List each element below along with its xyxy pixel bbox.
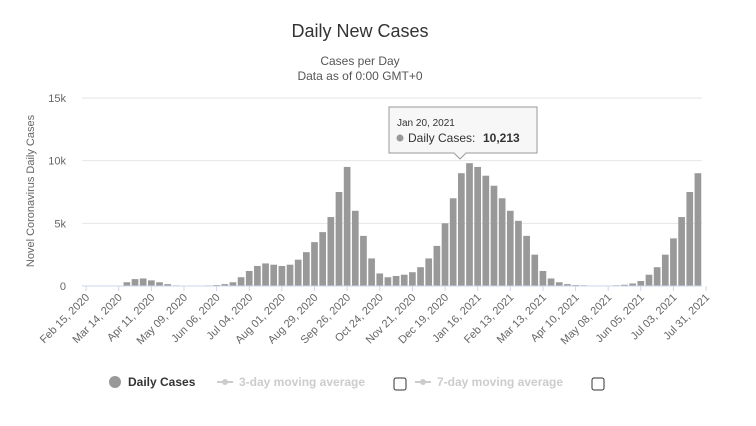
bar[interactable]: [523, 235, 530, 286]
bar[interactable]: [147, 280, 155, 286]
legend-marker-3-day: [222, 379, 228, 385]
bar[interactable]: [245, 270, 253, 286]
bar[interactable]: [629, 283, 637, 286]
bar[interactable]: [474, 166, 482, 286]
bar[interactable]: [221, 284, 229, 286]
legend-item-3-day-moving-average[interactable]: 3-day moving average: [239, 375, 365, 389]
bar[interactable]: [368, 258, 375, 286]
y-tick-label: 10k: [48, 156, 66, 168]
bar[interactable]: [564, 284, 571, 286]
bar[interactable]: [661, 254, 669, 286]
bar[interactable]: [498, 198, 506, 286]
bar[interactable]: [425, 258, 433, 286]
y-tick-label: 0: [60, 281, 66, 293]
bar[interactable]: [670, 238, 677, 286]
bar[interactable]: [254, 265, 261, 286]
legend-marker-7-day: [420, 379, 426, 385]
legend-item-7-day-moving-average[interactable]: 7-day moving average: [437, 375, 563, 389]
bar[interactable]: [360, 235, 367, 286]
y-tick-labels: 0 5k 10k 15k: [48, 93, 66, 293]
tooltip: Jan 20, 2021 Daily Cases: 10,213: [388, 106, 538, 160]
bar[interactable]: [384, 277, 392, 286]
bar[interactable]: [433, 245, 441, 286]
bar-series-daily-cases[interactable]: [123, 163, 702, 286]
bar[interactable]: [131, 279, 139, 286]
bar[interactable]: [262, 263, 269, 286]
bar[interactable]: [490, 185, 498, 286]
bar[interactable]: [621, 284, 628, 286]
tooltip-value: 10,213: [483, 131, 520, 145]
bar[interactable]: [343, 166, 351, 286]
tooltip-date: Jan 20, 2021: [397, 118, 455, 129]
bar[interactable]: [637, 280, 645, 286]
tooltip-marker: [396, 134, 404, 142]
bar[interactable]: [400, 274, 408, 286]
bar[interactable]: [694, 173, 702, 286]
bar[interactable]: [645, 274, 653, 286]
bar[interactable]: [156, 282, 163, 286]
bar[interactable]: [294, 259, 302, 286]
bar[interactable]: [335, 192, 343, 286]
bar[interactable]: [351, 210, 359, 286]
checkbox-3-day-moving-average[interactable]: [393, 377, 407, 391]
bar[interactable]: [278, 265, 286, 286]
bar[interactable]: [327, 217, 335, 286]
y-tick-label: 15k: [48, 93, 66, 105]
bar[interactable]: [441, 223, 449, 286]
grid-lines: [82, 97, 702, 224]
bar[interactable]: [653, 267, 661, 286]
bar[interactable]: [376, 273, 384, 286]
bar[interactable]: [457, 173, 465, 286]
bar[interactable]: [506, 210, 514, 286]
bar[interactable]: [409, 272, 416, 286]
chart-subtitle-cases-per-day: Cases per Day: [320, 54, 399, 68]
bar[interactable]: [302, 252, 310, 286]
bar[interactable]: [286, 264, 294, 286]
bar[interactable]: [164, 284, 172, 286]
bar[interactable]: [515, 220, 522, 286]
legend-marker-daily-cases: [109, 376, 121, 388]
bar[interactable]: [678, 217, 685, 286]
bar[interactable]: [270, 264, 278, 286]
chart-subtitle-data-as-of: Data as of 0:00 GMT+0: [297, 69, 422, 83]
bar[interactable]: [449, 198, 457, 286]
y-tick-label: 5k: [54, 218, 66, 230]
bar[interactable]: [139, 278, 147, 286]
legend-item-daily-cases[interactable]: Daily Cases: [128, 375, 196, 389]
bar[interactable]: [531, 254, 539, 286]
bar[interactable]: [555, 282, 563, 286]
bar[interactable]: [392, 275, 400, 286]
legend: Daily Cases 3-day moving average 7-day mov…: [109, 375, 605, 391]
bar[interactable]: [686, 192, 694, 286]
bar[interactable]: [237, 277, 245, 286]
checkbox-7-day-moving-average[interactable]: [591, 377, 605, 391]
bar[interactable]: [547, 278, 555, 286]
bar[interactable]: [539, 270, 547, 286]
bar[interactable]: [417, 267, 424, 286]
bar[interactable]: [213, 284, 220, 286]
chart-title: Daily New Cases: [291, 21, 428, 41]
tooltip-box: [388, 106, 538, 160]
tooltip-label: Daily Cases:: [408, 131, 475, 145]
bar[interactable]: [482, 175, 490, 286]
bar[interactable]: [466, 163, 473, 286]
bar[interactable]: [572, 284, 579, 286]
bar[interactable]: [319, 232, 327, 286]
bar[interactable]: [311, 242, 318, 286]
bar[interactable]: [123, 282, 131, 286]
y-axis-label: Novel Coronavirus Daily Cases: [25, 114, 37, 267]
bar[interactable]: [229, 282, 237, 286]
